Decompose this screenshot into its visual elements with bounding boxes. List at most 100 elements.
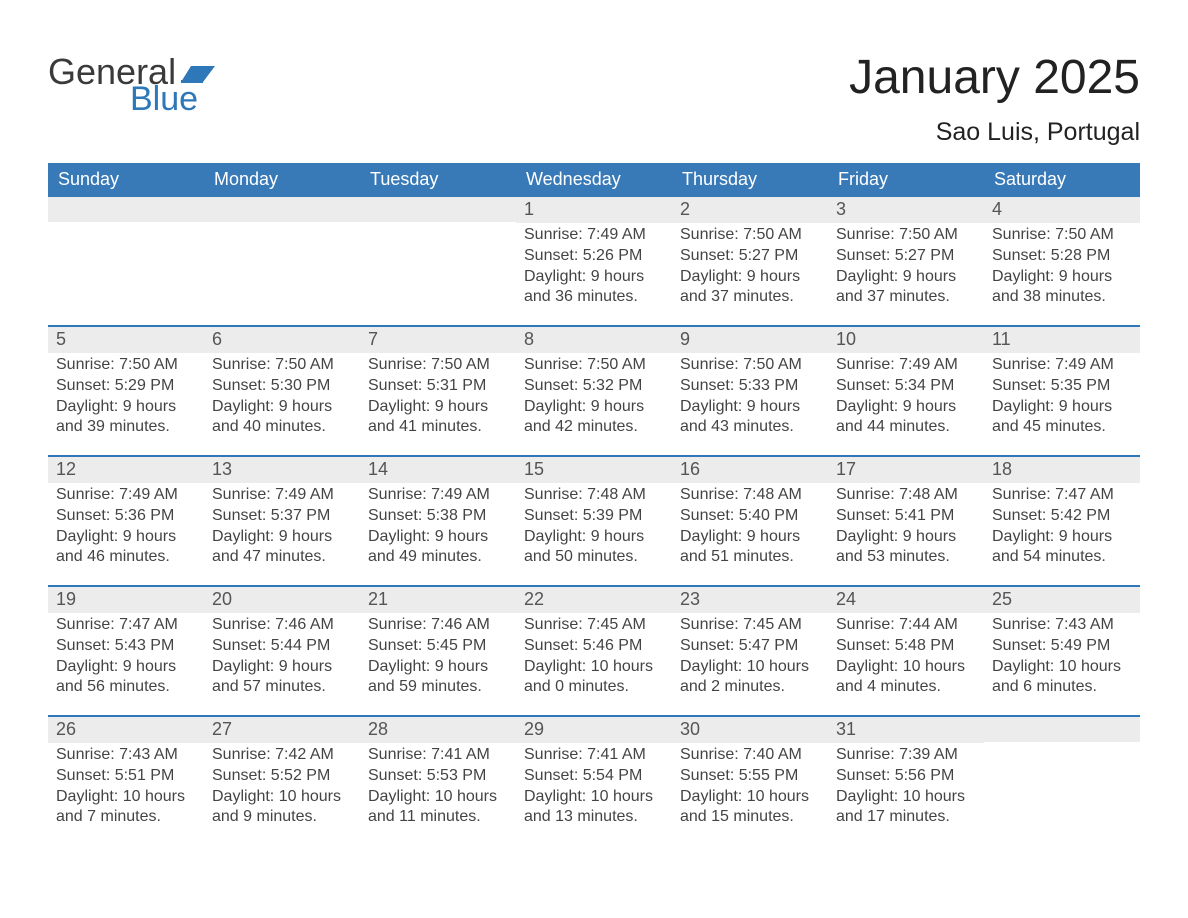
calendar-day-cell: 12Sunrise: 7:49 AMSunset: 5:36 PMDayligh… xyxy=(48,457,204,585)
sunrise-line: Sunrise: 7:50 AM xyxy=(836,225,976,246)
day-number: 13 xyxy=(204,457,360,483)
sunset-line: Sunset: 5:36 PM xyxy=(56,506,196,527)
sunrise-line: Sunrise: 7:49 AM xyxy=(368,485,508,506)
calendar-day-cell: 24Sunrise: 7:44 AMSunset: 5:48 PMDayligh… xyxy=(828,587,984,715)
calendar-day-cell: 2Sunrise: 7:50 AMSunset: 5:27 PMDaylight… xyxy=(672,197,828,325)
sunrise-line: Sunrise: 7:44 AM xyxy=(836,615,976,636)
day-details: Sunrise: 7:50 AMSunset: 5:28 PMDaylight:… xyxy=(984,223,1140,308)
daylight-line-2: and 0 minutes. xyxy=(524,677,664,698)
daylight-line-2: and 45 minutes. xyxy=(992,417,1132,438)
day-details: Sunrise: 7:48 AMSunset: 5:39 PMDaylight:… xyxy=(516,483,672,568)
daylight-line-1: Daylight: 9 hours xyxy=(212,527,352,548)
day-number: 25 xyxy=(984,587,1140,613)
day-number: 14 xyxy=(360,457,516,483)
weekday-header-cell: Friday xyxy=(828,163,984,197)
sunset-line: Sunset: 5:51 PM xyxy=(56,766,196,787)
sunset-line: Sunset: 5:29 PM xyxy=(56,376,196,397)
calendar-day-cell: 8Sunrise: 7:50 AMSunset: 5:32 PMDaylight… xyxy=(516,327,672,455)
calendar-day-cell: 30Sunrise: 7:40 AMSunset: 5:55 PMDayligh… xyxy=(672,717,828,845)
daylight-line-2: and 37 minutes. xyxy=(680,287,820,308)
calendar-day-cell xyxy=(360,197,516,325)
day-details: Sunrise: 7:50 AMSunset: 5:27 PMDaylight:… xyxy=(828,223,984,308)
day-number: 18 xyxy=(984,457,1140,483)
daylight-line-2: and 38 minutes. xyxy=(992,287,1132,308)
daylight-line-1: Daylight: 10 hours xyxy=(212,787,352,808)
daylight-line-1: Daylight: 9 hours xyxy=(992,397,1132,418)
daylight-line-2: and 44 minutes. xyxy=(836,417,976,438)
calendar-day-cell: 13Sunrise: 7:49 AMSunset: 5:37 PMDayligh… xyxy=(204,457,360,585)
day-number: 7 xyxy=(360,327,516,353)
sunset-line: Sunset: 5:43 PM xyxy=(56,636,196,657)
sunset-line: Sunset: 5:55 PM xyxy=(680,766,820,787)
sunrise-line: Sunrise: 7:49 AM xyxy=(212,485,352,506)
day-details: Sunrise: 7:39 AMSunset: 5:56 PMDaylight:… xyxy=(828,743,984,828)
day-number: 22 xyxy=(516,587,672,613)
daylight-line-1: Daylight: 10 hours xyxy=(836,787,976,808)
sunrise-line: Sunrise: 7:50 AM xyxy=(680,225,820,246)
sunset-line: Sunset: 5:41 PM xyxy=(836,506,976,527)
calendar-day-cell: 21Sunrise: 7:46 AMSunset: 5:45 PMDayligh… xyxy=(360,587,516,715)
calendar-day-cell: 14Sunrise: 7:49 AMSunset: 5:38 PMDayligh… xyxy=(360,457,516,585)
daylight-line-2: and 17 minutes. xyxy=(836,807,976,828)
calendar-day-cell: 15Sunrise: 7:48 AMSunset: 5:39 PMDayligh… xyxy=(516,457,672,585)
day-number: 8 xyxy=(516,327,672,353)
calendar-body: 1Sunrise: 7:49 AMSunset: 5:26 PMDaylight… xyxy=(48,197,1140,845)
calendar-day-cell: 29Sunrise: 7:41 AMSunset: 5:54 PMDayligh… xyxy=(516,717,672,845)
sunrise-line: Sunrise: 7:49 AM xyxy=(56,485,196,506)
day-number: 12 xyxy=(48,457,204,483)
day-details: Sunrise: 7:42 AMSunset: 5:52 PMDaylight:… xyxy=(204,743,360,828)
sunset-line: Sunset: 5:52 PM xyxy=(212,766,352,787)
daylight-line-2: and 54 minutes. xyxy=(992,547,1132,568)
daylight-line-1: Daylight: 10 hours xyxy=(680,657,820,678)
daylight-line-2: and 42 minutes. xyxy=(524,417,664,438)
sunrise-line: Sunrise: 7:49 AM xyxy=(836,355,976,376)
calendar-day-cell: 28Sunrise: 7:41 AMSunset: 5:53 PMDayligh… xyxy=(360,717,516,845)
daylight-line-1: Daylight: 9 hours xyxy=(56,657,196,678)
sunset-line: Sunset: 5:39 PM xyxy=(524,506,664,527)
calendar-day-cell xyxy=(984,717,1140,845)
sunset-line: Sunset: 5:42 PM xyxy=(992,506,1132,527)
daylight-line-2: and 59 minutes. xyxy=(368,677,508,698)
day-number: 17 xyxy=(828,457,984,483)
day-number: 23 xyxy=(672,587,828,613)
sunrise-line: Sunrise: 7:50 AM xyxy=(56,355,196,376)
day-number: 26 xyxy=(48,717,204,743)
calendar-day-cell: 11Sunrise: 7:49 AMSunset: 5:35 PMDayligh… xyxy=(984,327,1140,455)
daylight-line-2: and 6 minutes. xyxy=(992,677,1132,698)
daylight-line-1: Daylight: 10 hours xyxy=(56,787,196,808)
daylight-line-1: Daylight: 9 hours xyxy=(836,527,976,548)
sunset-line: Sunset: 5:47 PM xyxy=(680,636,820,657)
day-details: Sunrise: 7:43 AMSunset: 5:49 PMDaylight:… xyxy=(984,613,1140,698)
daylight-line-1: Daylight: 9 hours xyxy=(680,527,820,548)
sunset-line: Sunset: 5:37 PM xyxy=(212,506,352,527)
day-details: Sunrise: 7:50 AMSunset: 5:33 PMDaylight:… xyxy=(672,353,828,438)
day-number: 1 xyxy=(516,197,672,223)
sunrise-line: Sunrise: 7:48 AM xyxy=(836,485,976,506)
daylight-line-2: and 7 minutes. xyxy=(56,807,196,828)
calendar-day-cell: 20Sunrise: 7:46 AMSunset: 5:44 PMDayligh… xyxy=(204,587,360,715)
sunset-line: Sunset: 5:26 PM xyxy=(524,246,664,267)
location-subtitle: Sao Luis, Portugal xyxy=(849,118,1140,147)
sunrise-line: Sunrise: 7:50 AM xyxy=(680,355,820,376)
daylight-line-1: Daylight: 9 hours xyxy=(524,527,664,548)
sunrise-line: Sunrise: 7:48 AM xyxy=(524,485,664,506)
daylight-line-2: and 9 minutes. xyxy=(212,807,352,828)
weekday-header-cell: Wednesday xyxy=(516,163,672,197)
calendar-day-cell: 5Sunrise: 7:50 AMSunset: 5:29 PMDaylight… xyxy=(48,327,204,455)
sunrise-line: Sunrise: 7:45 AM xyxy=(524,615,664,636)
daylight-line-2: and 2 minutes. xyxy=(680,677,820,698)
calendar-day-cell: 9Sunrise: 7:50 AMSunset: 5:33 PMDaylight… xyxy=(672,327,828,455)
sunrise-line: Sunrise: 7:43 AM xyxy=(992,615,1132,636)
day-number: 31 xyxy=(828,717,984,743)
day-details: Sunrise: 7:49 AMSunset: 5:36 PMDaylight:… xyxy=(48,483,204,568)
sunrise-line: Sunrise: 7:47 AM xyxy=(992,485,1132,506)
day-details: Sunrise: 7:49 AMSunset: 5:26 PMDaylight:… xyxy=(516,223,672,308)
day-details: Sunrise: 7:44 AMSunset: 5:48 PMDaylight:… xyxy=(828,613,984,698)
daylight-line-1: Daylight: 9 hours xyxy=(368,397,508,418)
daylight-line-1: Daylight: 10 hours xyxy=(524,787,664,808)
day-number: 4 xyxy=(984,197,1140,223)
day-details: Sunrise: 7:49 AMSunset: 5:34 PMDaylight:… xyxy=(828,353,984,438)
sunset-line: Sunset: 5:53 PM xyxy=(368,766,508,787)
day-number xyxy=(204,197,360,222)
day-number: 24 xyxy=(828,587,984,613)
